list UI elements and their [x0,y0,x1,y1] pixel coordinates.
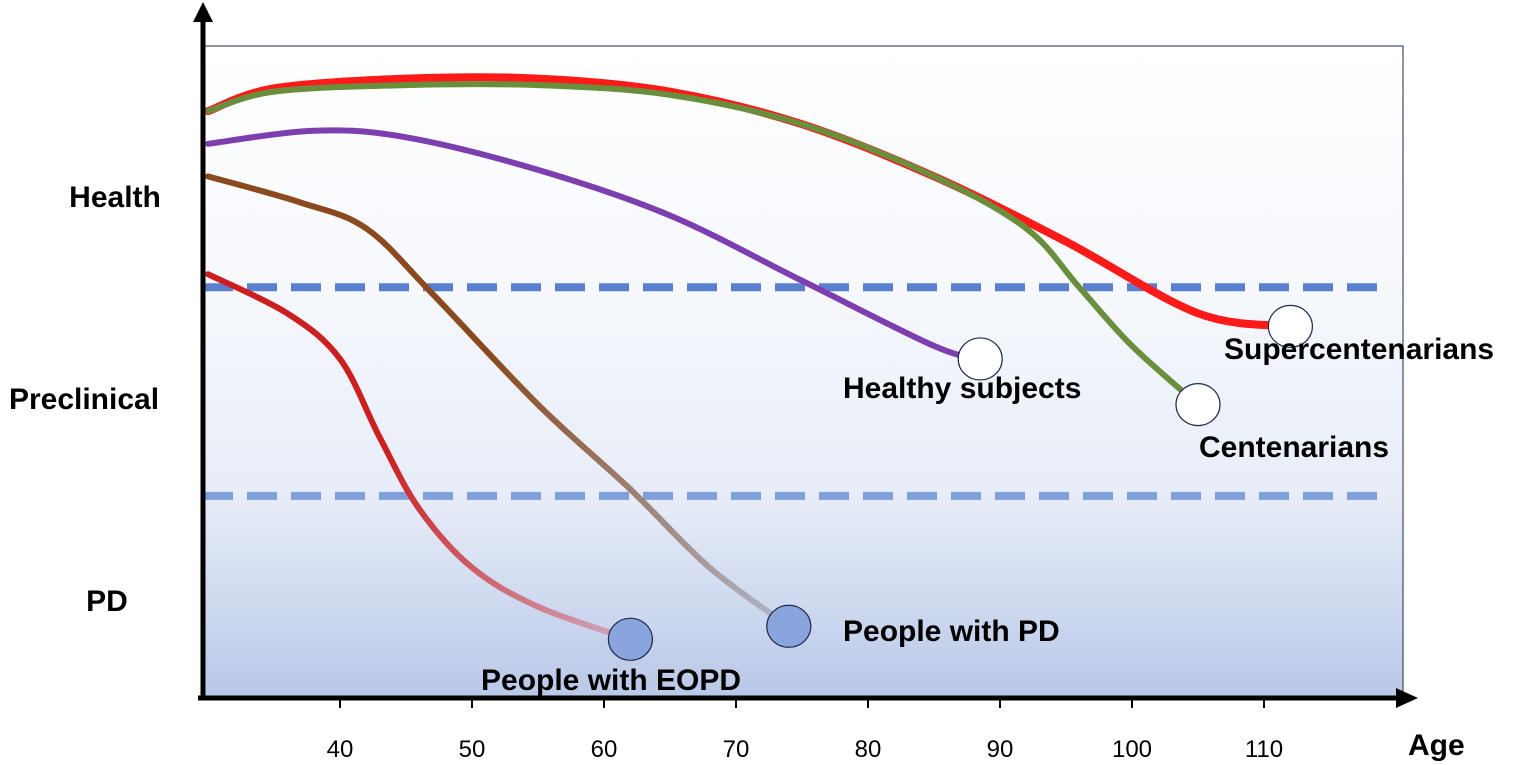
y-category-label-2: PD [86,585,128,618]
x-tick-label-5: 90 [987,736,1014,763]
series-line-1 [205,81,1201,408]
x-tick-label-0: 40 [327,736,354,763]
plot-area [202,45,1404,699]
x-ticks: 40 50 60 70 80 90 100 110 [327,698,1283,763]
x-tick-label-2: 60 [591,736,618,763]
y-axis-arrow [193,2,213,22]
y-category-label-1: Preclinical [9,383,159,416]
y-category-label-0: Health [69,181,161,214]
end-marker-3 [766,604,812,648]
series-label-4: People with EOPD [481,664,741,697]
y-category-labels: Health Preclinical PD [9,181,161,618]
x-tick-label-7: 110 [1245,736,1283,763]
series-label-1: Centenarians [1199,431,1389,464]
end-marker-1 [1175,383,1221,427]
series-line-2 [205,127,984,362]
end-markers [607,304,1314,661]
series-label-3: People with PD [843,615,1060,648]
series-line-3 [205,173,792,630]
x-tick-label-3: 70 [723,736,750,763]
series-label-2: Healthy subjects [843,372,1081,405]
x-tick-label-6: 100 [1112,736,1152,763]
x-tick-label-4: 80 [855,736,882,763]
series-label-0: Supercentenarians [1224,333,1494,366]
x-axis-arrow [1396,688,1418,708]
end-marker-4 [607,617,654,661]
end-marker-0 [1267,304,1314,348]
x-axis-label: Age [1408,729,1465,762]
end-marker-2 [957,337,1003,381]
axes [193,2,1418,708]
x-tick-label-1: 50 [459,736,486,763]
series-line-4 [205,271,634,643]
series-labels: Supercentenarians Centenarians Healthy sub… [481,333,1494,697]
threshold-lines [203,283,1378,500]
series-layer [204,73,1295,643]
